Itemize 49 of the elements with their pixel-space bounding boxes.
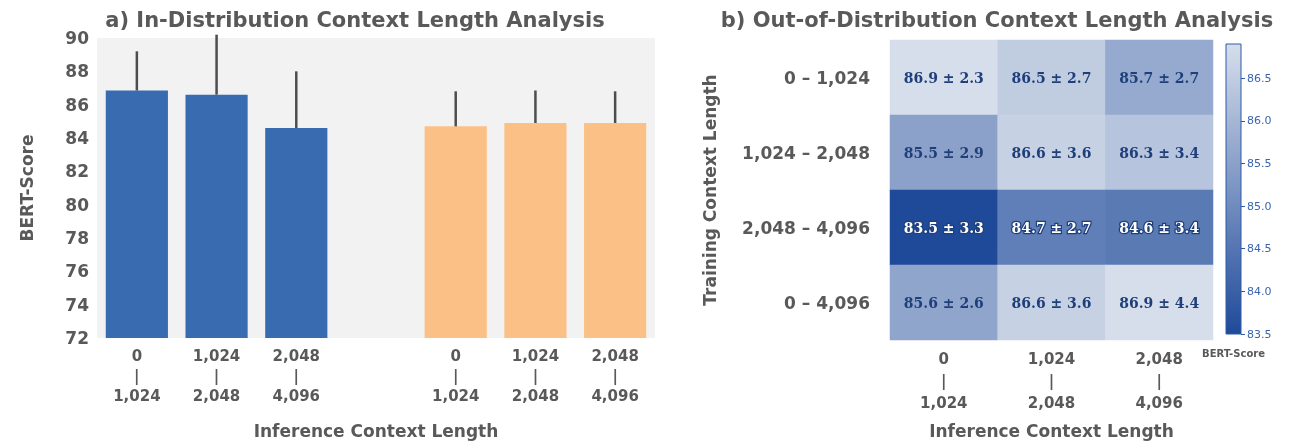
x-tick-label: 0 | 1,024 (113, 347, 161, 405)
y-axis-title: Training Context Length (699, 74, 720, 306)
data-label: 85.5 ± 2.9 (903, 144, 984, 161)
y-tick-label: 80 (65, 194, 90, 215)
color-bar-label: 86.5 (1247, 71, 1272, 85)
data-label: 86.3 ± 3.4 (1119, 144, 1200, 161)
data-label: 83.5 ± 3.3 (903, 219, 984, 236)
x-tick-label: 2,048 | 4,096 (591, 347, 639, 405)
y-tick-label: 72 (65, 328, 89, 348)
data-label: 86.9 ± 4.4 (1119, 294, 1200, 311)
data-label: 86.6 ± 3.6 (1011, 144, 1092, 161)
data-label: 86.6 ± 3.6 (1011, 294, 1092, 311)
color-bar-title: BERT-Score (1202, 347, 1266, 359)
data-label: 85.6 ± 2.6 (903, 294, 984, 311)
x-tick-label: 0 | 1,024 (920, 350, 968, 412)
x-tick-label: 2,048 | 4,096 (272, 347, 321, 405)
x-tick-label: 1,024 | 2,048 (192, 347, 241, 405)
color-bar-label: 84.0 (1247, 284, 1272, 298)
x-axis-title: Inference Context Length (929, 420, 1174, 441)
y-tick-label: 76 (65, 261, 89, 282)
y-tick-label: 0 – 1,024 (784, 67, 871, 88)
data-label: 86.9 ± 2.3 (903, 69, 984, 86)
y-tick-label: 88 (65, 61, 89, 82)
data-label: 85.7 ± 2.7 (1119, 69, 1200, 86)
data-label: 86.5 ± 2.7 (1011, 69, 1092, 86)
color-bar-label: 84.5 (1247, 242, 1272, 256)
x-tick-label: 1,024 | 2,048 (1027, 350, 1076, 412)
y-tick-label: 74 (65, 294, 90, 315)
y-tick-label: 90 (65, 28, 90, 48)
y-tick-label: 1,024 – 2,048 (742, 142, 870, 163)
color-bar-label: 83.5 (1247, 327, 1272, 341)
y-tick-label: 0 – 4,096 (784, 292, 870, 313)
y-tick-label: 78 (65, 228, 89, 248)
chart-title: a) In-Distribution Context Length Analysis (105, 7, 605, 32)
y-tick-label: 2,048 – 4,096 (742, 217, 870, 238)
color-bar-label: 86.0 (1247, 114, 1272, 128)
y-tick-label: 84 (65, 128, 90, 148)
chart-title: b) Out-of-Distribution Context Length Analysis (720, 7, 1274, 32)
y-tick-label: 86 (65, 94, 89, 115)
x-tick-label: 0 | 1,024 (431, 347, 480, 405)
color-bar-label: 85.5 (1247, 156, 1272, 170)
x-tick-label: 2,048 | 4,096 (1135, 350, 1183, 412)
x-axis-title: Inference Context Length (253, 420, 499, 441)
y-axis-title: BERT-Score (16, 134, 37, 242)
color-bar-label: 85.0 (1247, 199, 1272, 213)
x-tick-label: 1,024 | 2,048 (511, 347, 560, 405)
y-tick-label: 82 (65, 161, 89, 182)
data-label: 84.7 ± 2.7 (1011, 219, 1092, 236)
data-label: 84.6 ± 3.4 (1119, 219, 1200, 236)
